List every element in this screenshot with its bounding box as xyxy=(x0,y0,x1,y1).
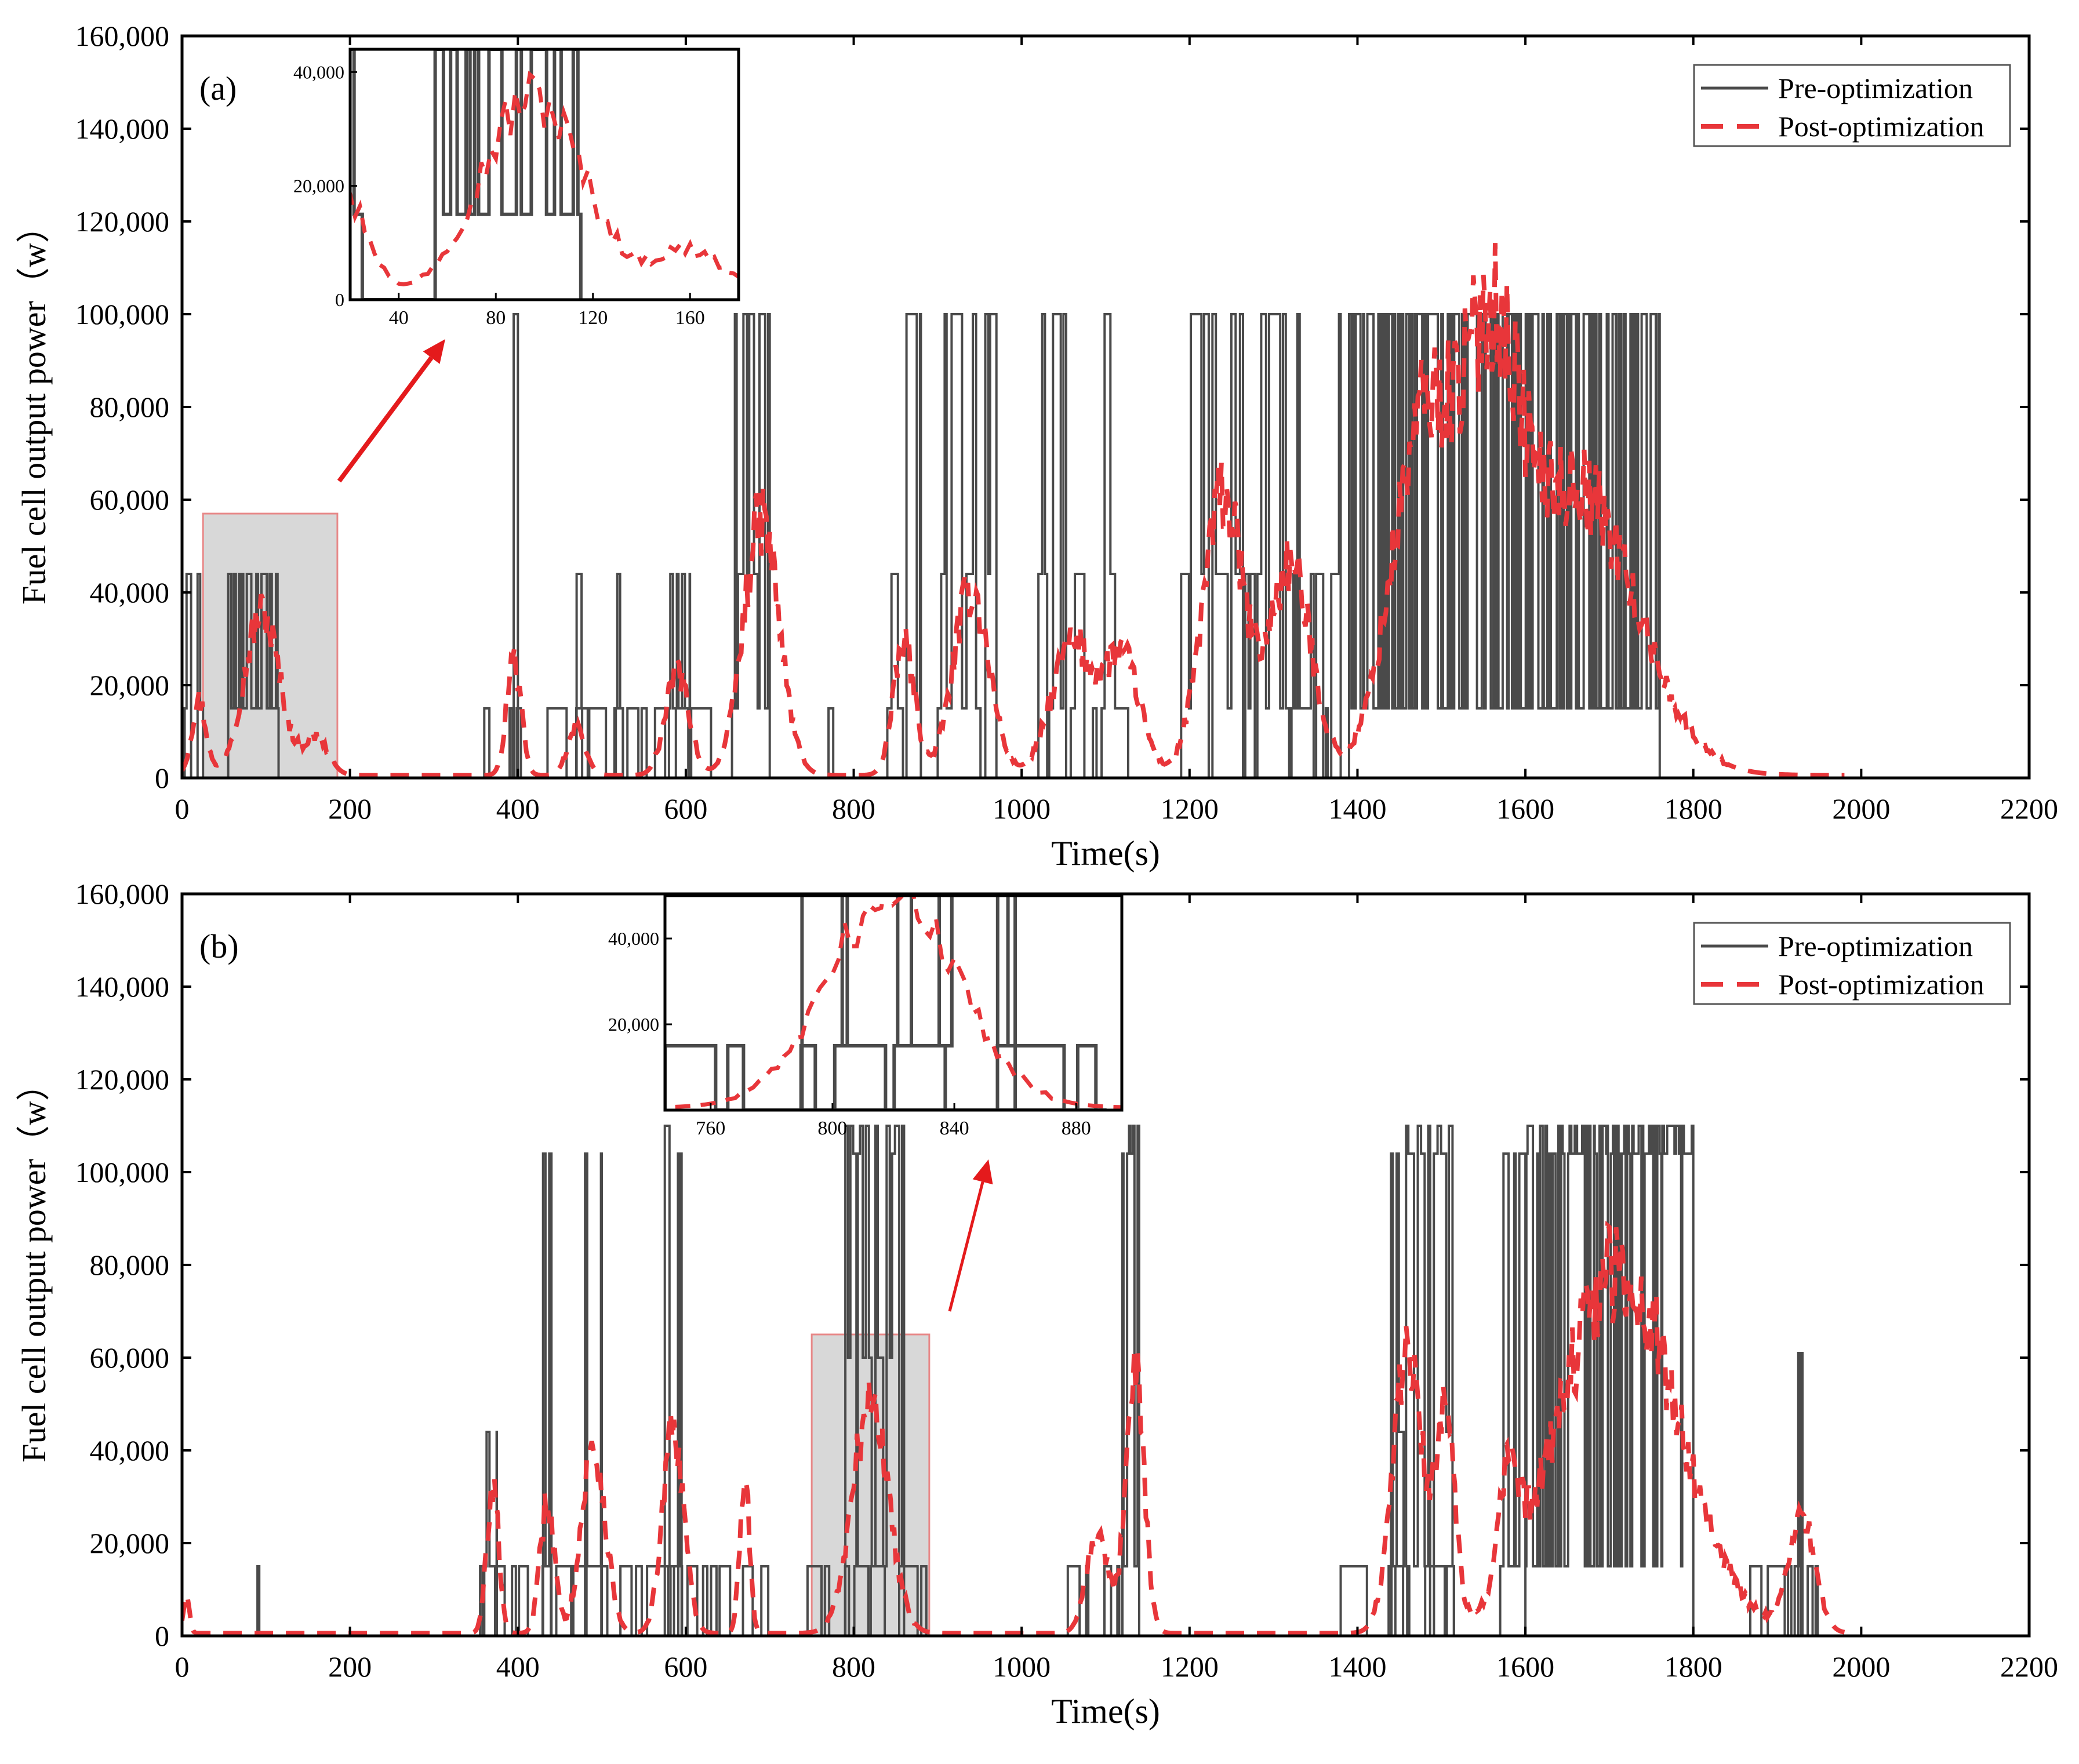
arrow-head xyxy=(972,1159,993,1185)
arrow-shaft xyxy=(948,1181,984,1312)
y-tick-label: 20,000 xyxy=(90,669,170,701)
inset-x-tick-label: 800 xyxy=(817,1118,847,1139)
y-tick-label: 80,000 xyxy=(90,1249,170,1281)
y-tick-label: 140,000 xyxy=(75,970,170,1003)
y-tick-label: 120,000 xyxy=(75,1063,170,1096)
inset-series-pre-optimization xyxy=(665,896,1107,1110)
y-tick-label: 0 xyxy=(155,762,169,794)
x-tick-label: 600 xyxy=(664,1650,707,1683)
y-tick-label: 0 xyxy=(155,1620,169,1652)
y-tick-label: 20,000 xyxy=(90,1527,170,1559)
y-tick-label: 140,000 xyxy=(75,112,170,145)
x-tick-label: 0 xyxy=(175,792,190,825)
inset-x-tick-label: 120 xyxy=(578,307,608,329)
panel-label: (a) xyxy=(199,70,237,107)
legend: Pre-optimization Post-optimization xyxy=(1693,64,2011,147)
y-tick-label: 100,000 xyxy=(75,298,170,330)
legend-label-post: Post-optimization xyxy=(1778,110,1984,143)
y-tick-label: 160,000 xyxy=(75,20,170,52)
inset-frame xyxy=(348,48,740,301)
panel-label: (b) xyxy=(199,928,239,965)
plot-area xyxy=(182,1125,2029,1636)
x-tick-label: 1000 xyxy=(993,792,1051,825)
legend: Pre-optimization Post-optimization xyxy=(1693,922,2011,1005)
inset-x-tick-label: 880 xyxy=(1062,1118,1091,1139)
x-tick-label: 600 xyxy=(664,792,707,825)
x-tick-label: 2000 xyxy=(1832,792,1890,825)
y-tick-label: 80,000 xyxy=(90,391,170,423)
x-axis-title: Time(s) xyxy=(1051,1692,1160,1730)
legend-box xyxy=(1693,922,2011,1005)
inset: 40 80 120 160 0 20,000 40,000 xyxy=(293,48,740,329)
y-tick-label: 60,000 xyxy=(90,483,170,516)
panel-b: 0 200 400 600 800 1000 1200 1400 1600 1800 2000 220… xyxy=(15,878,2058,1730)
x-tick-label: 1200 xyxy=(1161,792,1219,825)
x-tick-label: 1800 xyxy=(1664,792,1722,825)
legend-box xyxy=(1693,64,2011,147)
x-tick-label: 800 xyxy=(832,1650,875,1683)
y-tick-label: 100,000 xyxy=(75,1156,170,1188)
x-tick-label: 1600 xyxy=(1496,792,1554,825)
inset-series-post-optimization xyxy=(350,70,739,287)
y-axis-title: Fuel cell output power（w） xyxy=(15,209,53,604)
plot-area xyxy=(182,243,2029,778)
inset-background xyxy=(350,49,739,300)
y-axis-title: Fuel cell output power（w） xyxy=(15,1067,53,1462)
inset-x-tick-label: 80 xyxy=(486,307,506,329)
x-tick-label: 2000 xyxy=(1832,1650,1890,1683)
inset-y-tick-label: 0 xyxy=(335,289,344,310)
inset-x-tick-label: 760 xyxy=(696,1118,725,1139)
x-tick-label: 200 xyxy=(328,792,372,825)
arrow-shaft xyxy=(337,356,434,483)
y-tick-label: 160,000 xyxy=(75,878,170,910)
inset-x-tick-label: 160 xyxy=(675,307,705,329)
x-tick-label: 1600 xyxy=(1496,1650,1554,1683)
x-tick-label: 0 xyxy=(175,1650,190,1683)
legend-label-pre: Pre-optimization xyxy=(1778,930,1973,962)
y-tick-label: 60,000 xyxy=(90,1341,170,1374)
inset-x-tick-label: 840 xyxy=(940,1118,969,1139)
series-post-optimization xyxy=(182,1220,1845,1636)
series-pre-optimization xyxy=(182,313,2029,778)
inset-y-tick-label: 40,000 xyxy=(608,928,659,949)
series-post-optimization xyxy=(182,243,1845,778)
inset-frame xyxy=(663,894,1124,1112)
inset-plot-area xyxy=(665,896,1122,1110)
x-tick-label: 1800 xyxy=(1664,1650,1722,1683)
legend-label-pre: Pre-optimization xyxy=(1778,72,1973,104)
y-tick-label: 120,000 xyxy=(75,205,170,238)
arrow-head xyxy=(423,339,445,364)
x-tick-label: 400 xyxy=(496,1650,540,1683)
inset: 760 800 840 880 20,000 40,000 xyxy=(608,894,1124,1139)
x-tick-label: 400 xyxy=(496,792,540,825)
x-axis-title: Time(s) xyxy=(1051,834,1160,872)
y-tick-label: 40,000 xyxy=(90,1434,170,1467)
inset-y-tick-label: 20,000 xyxy=(293,176,344,197)
x-tick-label: 1200 xyxy=(1161,1650,1219,1683)
inset-y-tick-label: 20,000 xyxy=(608,1014,659,1035)
x-tick-label: 800 xyxy=(832,792,875,825)
legend-label-post: Post-optimization xyxy=(1778,968,1984,1001)
series-pre-optimization xyxy=(182,1125,2029,1636)
x-tick-label: 1400 xyxy=(1328,1650,1386,1683)
inset-y-tick-label: 40,000 xyxy=(293,61,344,82)
zoom-arrow xyxy=(948,1159,993,1312)
x-tick-label: 1400 xyxy=(1328,792,1386,825)
x-tick-label: 200 xyxy=(328,1650,372,1683)
x-tick-label: 1000 xyxy=(993,1650,1051,1683)
inset-x-tick-label: 40 xyxy=(389,307,409,329)
panel-a: 0 200 400 600 800 1000 1200 1400 1600 1800 2000 220… xyxy=(15,20,2058,872)
x-tick-label: 2200 xyxy=(2000,792,2058,825)
x-tick-label: 2200 xyxy=(2000,1650,2058,1683)
zoom-arrow xyxy=(337,339,445,483)
inset-plot-area xyxy=(350,49,739,300)
y-tick-label: 40,000 xyxy=(90,576,170,609)
inset-series-post-optimization xyxy=(665,896,1122,1110)
